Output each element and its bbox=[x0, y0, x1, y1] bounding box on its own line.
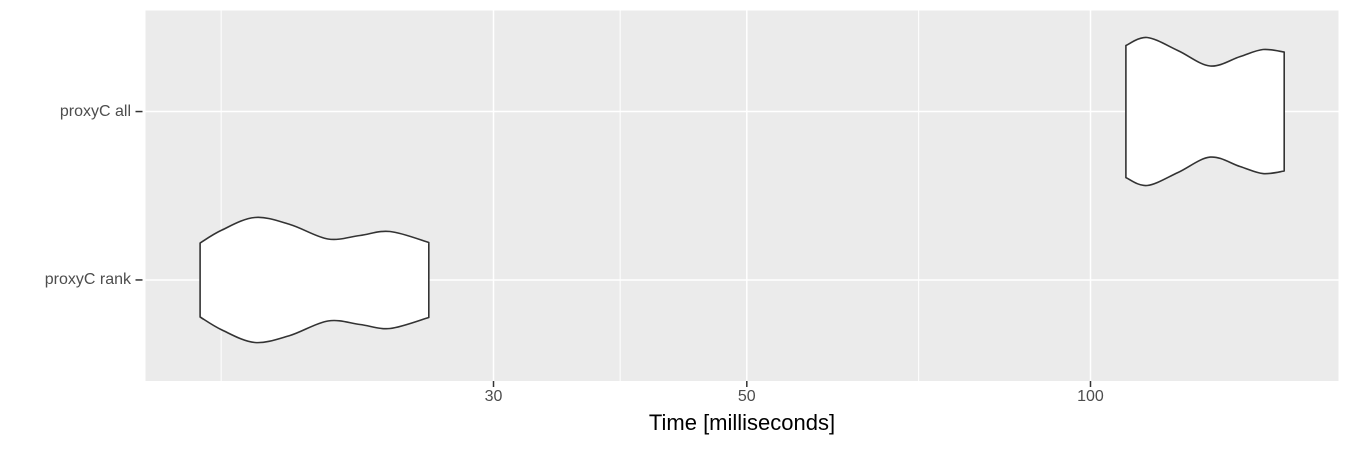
violin-proxyc-rank bbox=[199, 216, 430, 344]
violin-proxyc-all bbox=[1125, 36, 1285, 187]
x-tick-label-50: 50 bbox=[737, 388, 756, 405]
violins bbox=[199, 36, 1285, 344]
y-tick-label-proxyc-all: proxyC all bbox=[59, 102, 131, 120]
x-tick-label-30: 30 bbox=[484, 388, 503, 405]
x-axis-title: Time [milliseconds] bbox=[648, 410, 836, 435]
axis-ticks bbox=[135, 110, 1092, 387]
x-tick-label-100: 100 bbox=[1077, 388, 1104, 405]
y-tick-label-proxyc-rank: proxyC rank bbox=[44, 270, 131, 288]
